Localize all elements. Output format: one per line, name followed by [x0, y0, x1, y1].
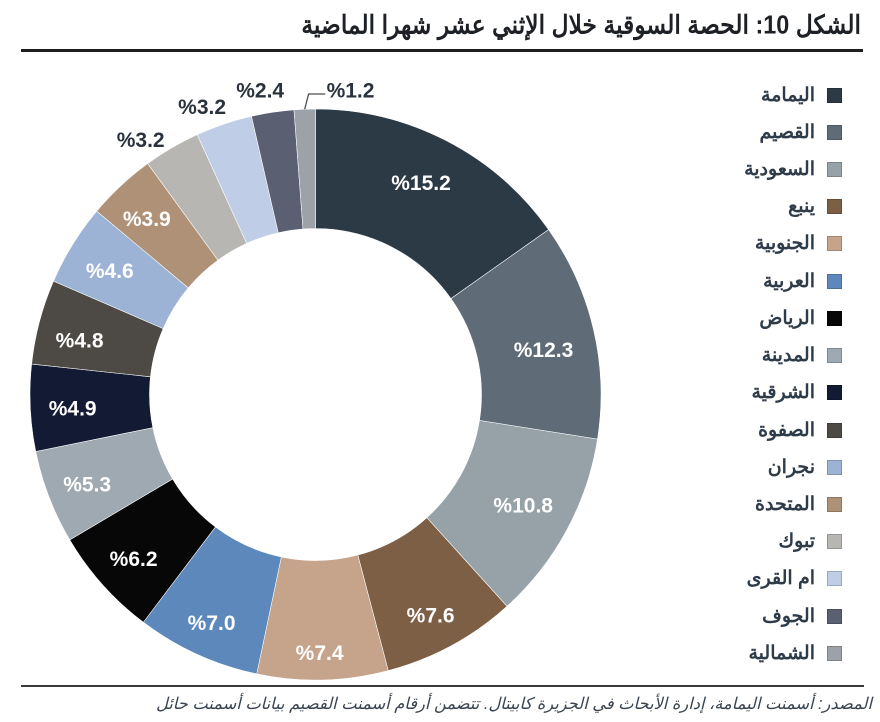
- svg-text:%12.3: %12.3: [514, 339, 574, 362]
- svg-text:%4.8: %4.8: [56, 330, 104, 353]
- svg-text:%4.6: %4.6: [86, 260, 134, 283]
- svg-text:%3.2: %3.2: [178, 96, 226, 119]
- svg-text:%15.2: %15.2: [391, 172, 451, 195]
- svg-text:%7.4: %7.4: [296, 642, 344, 665]
- svg-text:%3.2: %3.2: [117, 129, 165, 152]
- svg-text:%1.2: %1.2: [327, 79, 375, 102]
- svg-text:%5.3: %5.3: [63, 473, 111, 496]
- svg-text:%2.4: %2.4: [236, 79, 284, 102]
- svg-text:%10.8: %10.8: [493, 495, 553, 518]
- svg-text:%6.2: %6.2: [110, 548, 158, 571]
- svg-text:%7.0: %7.0: [188, 612, 236, 635]
- svg-text:%3.9: %3.9: [123, 208, 171, 231]
- svg-text:%7.6: %7.6: [407, 605, 455, 628]
- svg-text:%4.9: %4.9: [49, 398, 97, 421]
